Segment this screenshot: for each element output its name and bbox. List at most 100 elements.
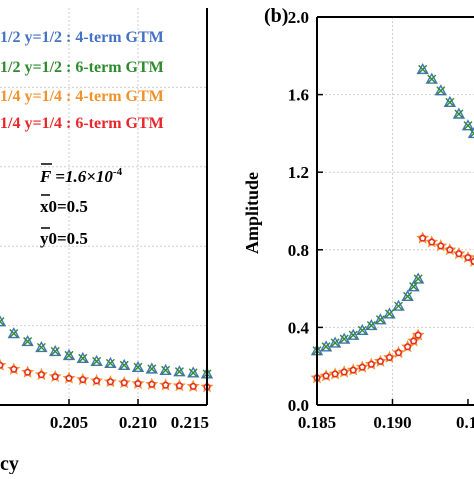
panel-a-legend-entry: 1/4 y=1/4 : 4-term GTM [0,88,164,105]
panel-b-point-x [413,274,423,284]
panel-a-point-triangle [159,363,172,375]
panel-b-point-circle [340,368,348,376]
panel-b-point-circle [428,238,436,246]
panel-b-point-triangle [383,307,396,319]
panel-a-point-circle [10,365,18,373]
panel-b-point-x [469,128,474,138]
panel-b-point-circle [455,250,463,258]
panel-b-point-triangle [434,84,447,96]
panel-b-point-x [427,74,437,84]
panel-a-series [0,315,214,393]
panel-b-y-tick-label: 2.0 [288,8,309,27]
panel-b-point-triangle [392,299,405,311]
panel-a-point-x [133,362,143,372]
panel-a-point-x [9,329,19,339]
panel-b-point-x [454,109,464,119]
panel-b-y-label: Amplitude [242,172,262,254]
panel-a-point-x [105,358,115,368]
panel-b-grid [317,17,474,405]
panel-b-point-x [384,309,394,319]
panel-b-point-x [357,325,367,335]
panel-a-point-x [50,346,60,356]
panel-a-point-x [161,365,171,375]
panel-b-point-triangle [411,272,425,284]
panel-a-legend-entry: 1/2 y=1/2 : 4-term GTM [0,29,164,46]
panel-a-point-circle [148,380,156,388]
panel-b-point-circle [437,242,445,250]
panel-b-x-tick-label: 0.185 [298,413,336,432]
panel-b-point-x [403,291,413,301]
panel-b-point-triangle [425,72,438,84]
panel-a-point-triangle [76,351,89,364]
panel-b-y-tick-label: 0.4 [288,318,310,337]
panel-a-point-circle [51,373,59,381]
panel-a: 0.205 0.210 0.215 cy 1/2 y=1/2 : 4-term GT… [0,8,214,475]
panel-b-point-circle [419,234,427,242]
panel-a-point-x [36,342,46,352]
panel-b-y-tick-label: 0.0 [288,396,309,415]
panel-a-point-triangle [90,354,103,367]
panel-a-point-triangle [21,335,34,347]
panel-a-point-circle [0,361,4,369]
panel-a-point-x [64,350,74,360]
panel-b-y-tick-label: 0.8 [288,241,309,260]
panel-b-point-triangle [416,62,429,75]
panel-b-point-x [463,121,473,131]
panel-b-series [310,62,474,384]
panel-a-point-circle [134,380,142,388]
panel-a-grid [0,8,207,405]
param-y0: y0=0.5 [40,229,88,248]
panel-b-point-x [366,320,376,330]
panel-a-point-circle [175,382,183,390]
panel-b-point-circle [464,254,472,262]
panel-a-point-x [174,367,184,377]
panel-b-point-x [330,338,340,348]
panel-a-point-star [0,358,7,371]
panel-b-x-tick-label: 0.190 [373,413,411,432]
panel-b-y-tick-label: 1.6 [288,86,309,105]
panel-b-point-circle [410,337,418,345]
panel-a-point-circle [65,374,73,382]
panel-b-point-x [436,86,446,96]
panel-a-point-x [92,356,102,366]
panel-b-point-triangle [319,340,333,352]
panel-a-x-ticks: 0.205 0.210 0.215 [50,399,209,432]
panel-b-point-circle [395,349,403,357]
panel-b-point-triangle [356,323,369,336]
panel-b-x-ticks: 0.185 0.190 0.1 [298,399,474,432]
panel-b-point-triangle [452,107,466,119]
panel-b-point-circle [385,353,393,361]
panel-a-legend: 1/2 y=1/2 : 4-term GTM 1/2 y=1/2 : 6-term… [0,29,164,132]
panel-b-point-triangle [401,289,414,302]
panel-b-x-tick-label: 0.1 [456,413,474,432]
panel-a-point-triangle [131,360,145,372]
panel-b: 0.0 0.4 0.8 1.2 1.6 2.0 0.185 0.190 0.1 (b) Amp… [242,5,474,432]
panel-b-point-x [375,315,385,325]
panel-b-point-circle [376,357,384,365]
panel-b-point-triangle [407,280,420,292]
panel-a-x-label-partial: cy [0,453,19,474]
panel-b-point-x [409,282,419,292]
panel-b-point-x [339,334,349,344]
panel-b-point-triangle [337,332,351,344]
panel-b-point-triangle [347,328,360,340]
panel-a-params: F =1.6×10-4 x0=0.5 y0=0.5 [39,163,123,248]
panel-a-point-x [78,353,88,363]
panel-b-point-circle [322,372,330,380]
panel-a-point-triangle [7,327,20,339]
panel-b-point-circle [414,331,422,339]
panel-a-point-x [188,368,198,378]
param-x0: x0=0.5 [40,197,88,216]
panel-b-point-circle [331,370,339,378]
panel-a-point-circle [120,379,128,387]
panel-b-point-circle [367,360,375,368]
panel-a-point-triangle [187,366,200,378]
panel-b-point-circle [349,366,357,374]
panel-b-point-triangle [374,313,387,325]
panel-a-point-triangle [35,340,48,353]
panel-b-point-x [348,330,358,340]
panel-a-point-x [119,360,129,370]
panel-a-point-x [147,364,157,374]
